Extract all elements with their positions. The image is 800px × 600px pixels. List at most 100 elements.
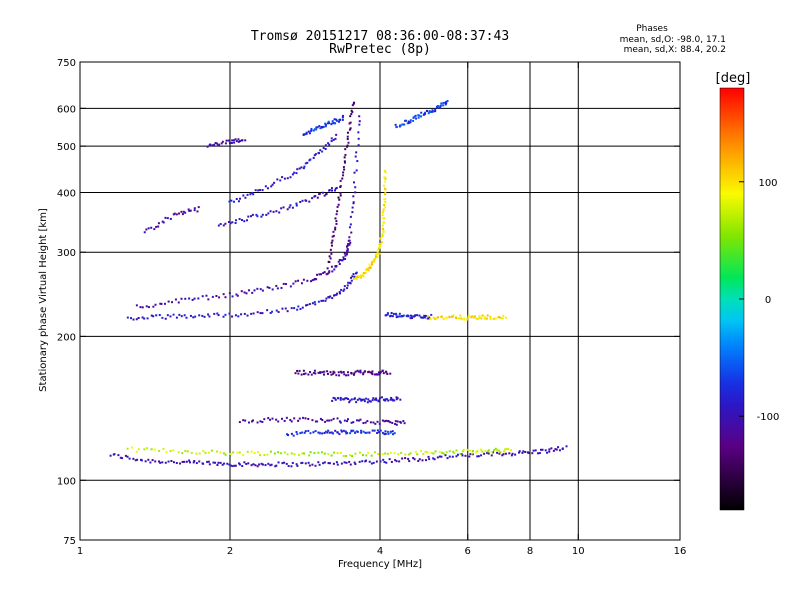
echo-point — [391, 430, 394, 433]
echo-point — [306, 279, 309, 282]
echo-point — [357, 137, 360, 140]
echo-point — [335, 213, 338, 216]
echo-point — [180, 315, 183, 318]
echo-point — [229, 464, 232, 467]
echo-point — [426, 451, 429, 454]
echo-point — [383, 198, 386, 201]
echo-point — [382, 458, 385, 461]
echo-point — [339, 118, 342, 121]
echo-point — [359, 418, 362, 421]
echo-point — [263, 453, 266, 456]
echo-point — [309, 432, 312, 435]
echo-point — [404, 457, 407, 460]
echo-point — [468, 455, 471, 458]
echo-point — [393, 452, 396, 455]
y-tick-label: 300 — [57, 248, 76, 259]
echo-point — [384, 314, 387, 317]
echo-point — [307, 130, 310, 133]
echo-point — [403, 123, 406, 126]
echo-point — [391, 421, 394, 424]
echo-point — [481, 314, 484, 317]
echo-point — [540, 448, 543, 451]
echo-point — [237, 315, 240, 318]
echo-point — [492, 318, 495, 321]
echo-point — [275, 284, 278, 287]
echo-point — [402, 420, 405, 423]
echo-point — [347, 281, 350, 284]
echo-point — [173, 212, 176, 215]
echo-point — [149, 461, 152, 464]
echo-point — [362, 430, 365, 433]
echo-point — [304, 304, 307, 307]
echo-point — [335, 374, 338, 377]
echo-point — [498, 452, 501, 455]
echo-point — [334, 429, 337, 432]
echo-point — [324, 420, 327, 423]
echo-point — [343, 161, 346, 164]
echo-point — [331, 239, 334, 242]
echo-point — [423, 112, 426, 115]
echo-point — [244, 196, 247, 199]
echo-point — [314, 195, 317, 198]
echo-point — [411, 317, 414, 320]
echo-point — [473, 316, 476, 319]
echo-point — [412, 119, 415, 122]
echo-point — [353, 372, 356, 375]
echo-point — [350, 372, 353, 375]
echo-point — [367, 370, 370, 373]
echo-point — [500, 317, 503, 320]
echo-point — [275, 309, 278, 312]
echo-point — [135, 450, 138, 453]
echo-point — [464, 454, 467, 457]
echo-point — [294, 280, 297, 283]
echo-point — [193, 297, 196, 300]
echo-point — [382, 432, 385, 435]
echo-point — [382, 372, 385, 375]
echo-point — [385, 398, 388, 401]
echo-point — [177, 301, 180, 304]
echo-point — [158, 460, 161, 463]
echo-point — [503, 450, 506, 453]
echo-point — [377, 373, 380, 376]
echo-point — [384, 399, 387, 402]
echo-point — [332, 396, 335, 399]
echo-point — [254, 189, 257, 192]
echo-point — [256, 311, 259, 314]
x-tick-label: 2 — [227, 546, 233, 557]
echo-point — [384, 188, 387, 191]
echo-point — [162, 221, 165, 224]
echo-point — [219, 223, 222, 226]
echo-point — [522, 450, 525, 453]
echo-point — [298, 417, 301, 420]
echo-point — [331, 235, 334, 238]
echo-point — [346, 418, 349, 421]
echo-point — [320, 451, 323, 454]
echo-point — [113, 453, 116, 456]
echo-point — [225, 139, 228, 142]
echo-point — [302, 167, 305, 170]
echo-point — [251, 213, 254, 216]
echo-point — [420, 115, 423, 118]
echo-point — [330, 431, 333, 434]
echo-point — [420, 111, 423, 114]
echo-point — [374, 253, 377, 256]
echo-point — [324, 123, 327, 126]
echo-point — [143, 231, 146, 234]
echo-point — [136, 458, 139, 461]
echo-point — [315, 128, 318, 131]
echo-point — [302, 278, 305, 281]
echo-point — [155, 225, 158, 228]
echo-point — [341, 116, 344, 119]
echo-point — [287, 434, 290, 437]
echo-point — [261, 213, 264, 216]
echo-point — [334, 398, 337, 401]
echo-point — [153, 228, 156, 231]
echo-point — [252, 193, 255, 196]
echo-point — [284, 307, 287, 310]
echo-point — [389, 431, 392, 434]
echo-point — [428, 317, 431, 320]
echo-point — [266, 309, 269, 312]
echo-point — [358, 120, 361, 123]
echo-point — [217, 224, 220, 227]
echo-point — [348, 460, 351, 463]
